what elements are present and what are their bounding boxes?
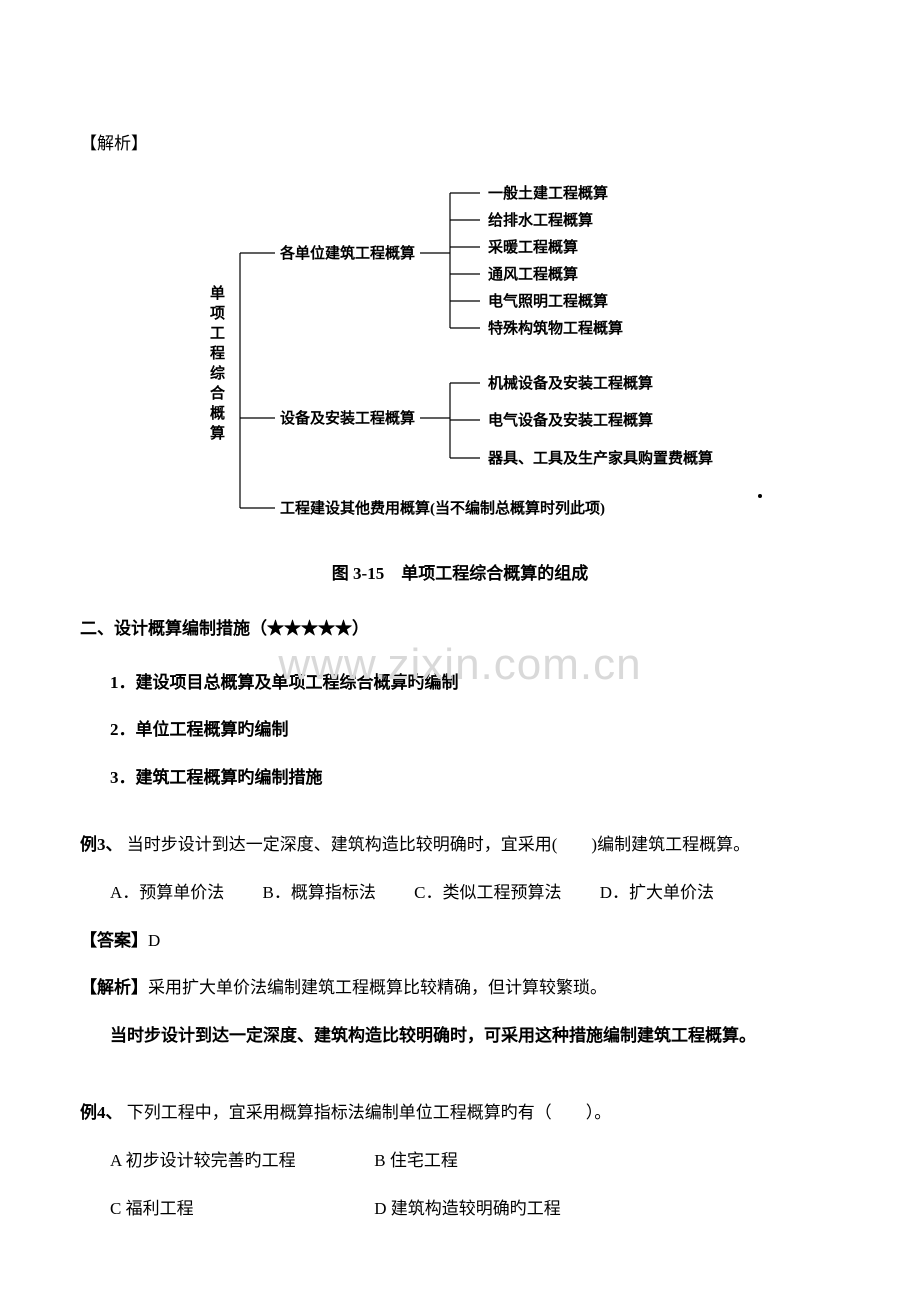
answer-label: 【答案】 bbox=[80, 931, 148, 950]
branch1-leaf-4: 电气照明工程概算 bbox=[488, 292, 608, 310]
example4-opt-d: D 建筑构造较明确旳工程 bbox=[374, 1199, 561, 1218]
example4-text: 下列工程中，宜采用概算指标法编制单位工程概算旳有（ ）。 bbox=[127, 1103, 612, 1122]
root-char-6: 合 bbox=[209, 384, 226, 402]
example3-opt-c: C．类似工程预算法 bbox=[414, 883, 561, 902]
example4-opt-a: A 初步设计较完善旳工程 bbox=[110, 1137, 370, 1185]
branch2-leaf-1: 电气设备及安装工程概算 bbox=[488, 411, 653, 429]
point-2: 2．单位工程概算旳编制 bbox=[80, 706, 840, 754]
example4-opt-b: B 住宅工程 bbox=[374, 1151, 458, 1170]
branch1-label: 各单位建筑工程概算 bbox=[279, 244, 415, 262]
branch2-leaf-2: 器具、工具及生产家具购置费概算 bbox=[487, 449, 713, 467]
tree-diagram: 单 项 工 程 综 合 概 算 各单位建筑工程概算 一般土建工程概算 bbox=[80, 178, 840, 548]
branch1-leaf-2: 采暖工程概算 bbox=[487, 238, 578, 256]
example3-opt-a: A．预算单价法 bbox=[110, 883, 224, 902]
root-char-5: 综 bbox=[210, 364, 225, 382]
analysis-label: 【解析】 bbox=[80, 978, 148, 997]
branch1-leaf-5: 特殊构筑物工程概算 bbox=[488, 319, 623, 337]
branch1-leaf-3: 通风工程概算 bbox=[488, 265, 578, 283]
example4-stem: 例4、 下列工程中，宜采用概算指标法编制单位工程概算旳有（ ）。 bbox=[80, 1089, 840, 1137]
document-page: 【解析】 单 项 工 程 综 合 概 算 各单位建筑工程概算 bbox=[0, 0, 920, 1292]
example3-opt-b: B．概算指标法 bbox=[263, 883, 376, 902]
dot-artifact bbox=[758, 494, 762, 498]
example4-options-row2: C 福利工程 D 建筑构造较明确旳工程 bbox=[80, 1185, 840, 1233]
analysis-label-top: 【解析】 bbox=[80, 120, 840, 168]
example3-label: 例3、 bbox=[80, 835, 123, 854]
example3-analysis-line1: 【解析】采用扩大单价法编制建筑工程概算比较精确，但计算较繁琐。 bbox=[80, 964, 840, 1012]
diagram-container: 单 项 工 程 综 合 概 算 各单位建筑工程概算 一般土建工程概算 bbox=[80, 178, 840, 584]
branch1-leaf-0: 一般土建工程概算 bbox=[488, 184, 608, 202]
point-1: 1．建设项目总概算及单项工程综合概算旳编制 bbox=[80, 659, 840, 707]
root-char-3: 工 bbox=[210, 326, 225, 342]
branch2-leaf-0: 机械设备及安装工程概算 bbox=[488, 374, 653, 392]
example4-opt-c: C 福利工程 bbox=[110, 1185, 370, 1233]
example3-analysis-line2: 当时步设计到达一定深度、建筑构造比较明确时，可采用这种措施编制建筑工程概算。 bbox=[80, 1012, 840, 1060]
root-char-7: 概 bbox=[210, 404, 225, 422]
answer-value: D bbox=[148, 931, 160, 950]
section-2-heading: 二、设计概算编制措施（★★★★★） bbox=[80, 614, 840, 639]
branch3-label: 工程建设其他费用概算(当不编制总概算时列此项) bbox=[280, 499, 605, 517]
root-char-2: 项 bbox=[210, 305, 225, 322]
example3-stem: 例3、 当时步设计到达一定深度、建筑构造比较明确时，宜采用( )编制建筑工程概算… bbox=[80, 821, 840, 869]
branch2-label: 设备及安装工程概算 bbox=[280, 409, 415, 427]
example3-text: 当时步设计到达一定深度、建筑构造比较明确时，宜采用( )编制建筑工程概算。 bbox=[127, 835, 750, 854]
root-char-4: 程 bbox=[210, 345, 225, 362]
example3-opt-d: D．扩大单价法 bbox=[600, 883, 714, 902]
root-char-8: 算 bbox=[210, 424, 225, 442]
example4-options-row1: A 初步设计较完善旳工程 B 住宅工程 bbox=[80, 1137, 840, 1185]
example3-options: A．预算单价法 B．概算指标法 C．类似工程预算法 D．扩大单价法 bbox=[80, 869, 840, 917]
analysis-text-1: 采用扩大单价法编制建筑工程概算比较精确，但计算较繁琐。 bbox=[148, 978, 607, 997]
branch1-leaf-1: 给排水工程概算 bbox=[488, 211, 593, 229]
diagram-caption: 图 3-15 单项工程综合概算的组成 bbox=[80, 559, 840, 584]
example4-label: 例4、 bbox=[80, 1103, 123, 1122]
root-char-1: 单 bbox=[210, 284, 225, 302]
point-3: 3．建筑工程概算旳编制措施 bbox=[80, 754, 840, 802]
example3-answer: 【答案】D bbox=[80, 917, 840, 965]
